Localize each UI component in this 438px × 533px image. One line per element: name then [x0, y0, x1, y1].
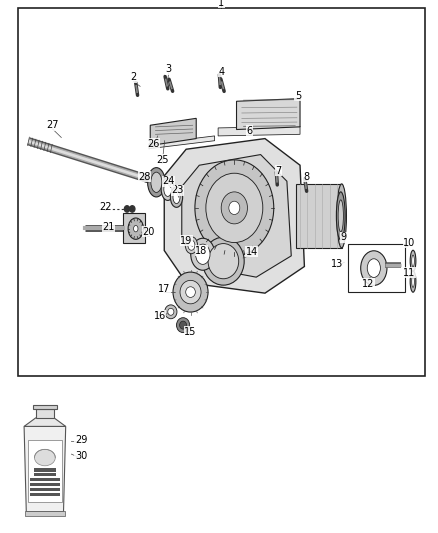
Text: 4: 4: [218, 67, 224, 77]
Bar: [30, 488, 60, 491]
Ellipse shape: [134, 225, 138, 232]
Ellipse shape: [170, 187, 183, 207]
Text: 11: 11: [403, 268, 416, 278]
Text: 1: 1: [218, 0, 224, 2]
Text: 18: 18: [195, 246, 208, 255]
Bar: [296, 184, 342, 248]
Text: 13: 13: [331, 259, 343, 269]
Ellipse shape: [35, 449, 55, 466]
Bar: [348, 244, 405, 292]
Text: 17: 17: [158, 284, 170, 294]
Text: 1: 1: [218, 0, 224, 7]
Text: 9: 9: [341, 232, 347, 242]
Ellipse shape: [337, 184, 346, 248]
Ellipse shape: [191, 238, 215, 270]
Text: 14: 14: [246, 247, 258, 256]
Ellipse shape: [180, 280, 201, 304]
Polygon shape: [237, 99, 300, 130]
Polygon shape: [182, 155, 291, 277]
Text: 29: 29: [75, 435, 87, 445]
Ellipse shape: [151, 172, 162, 192]
Ellipse shape: [221, 192, 247, 224]
Bar: [30, 492, 60, 496]
Text: 30: 30: [75, 451, 87, 461]
Text: 23: 23: [171, 185, 184, 195]
Polygon shape: [33, 405, 57, 409]
Text: 28: 28: [138, 172, 151, 182]
Ellipse shape: [168, 308, 174, 315]
Text: 21: 21: [102, 222, 115, 231]
Polygon shape: [218, 126, 300, 136]
Text: 3: 3: [166, 64, 172, 74]
Text: 5: 5: [295, 91, 301, 101]
Ellipse shape: [161, 178, 174, 200]
Ellipse shape: [338, 200, 343, 232]
Polygon shape: [149, 136, 215, 149]
Ellipse shape: [412, 276, 414, 287]
Text: 12: 12: [362, 279, 374, 288]
Circle shape: [124, 206, 130, 212]
Polygon shape: [36, 409, 54, 418]
Bar: [25, 511, 65, 516]
Bar: [34, 473, 56, 477]
Ellipse shape: [185, 237, 198, 254]
Text: 8: 8: [304, 172, 310, 182]
Bar: [18, 8, 425, 376]
Ellipse shape: [173, 272, 208, 312]
Bar: [34, 468, 56, 472]
Ellipse shape: [410, 271, 416, 292]
Bar: [30, 478, 60, 481]
Bar: [30, 483, 60, 487]
Text: 16: 16: [154, 311, 166, 320]
Ellipse shape: [229, 201, 240, 215]
Ellipse shape: [206, 173, 263, 243]
Text: 26: 26: [147, 139, 159, 149]
Ellipse shape: [360, 251, 387, 286]
Ellipse shape: [208, 244, 239, 279]
Ellipse shape: [165, 305, 177, 319]
Polygon shape: [164, 139, 304, 293]
Ellipse shape: [195, 160, 274, 256]
Ellipse shape: [195, 244, 210, 264]
Text: 27: 27: [46, 120, 59, 130]
Text: 7: 7: [275, 166, 281, 175]
Text: 22: 22: [99, 202, 111, 212]
Ellipse shape: [186, 287, 195, 297]
Ellipse shape: [180, 321, 187, 329]
Ellipse shape: [410, 250, 416, 272]
Ellipse shape: [188, 240, 195, 250]
Ellipse shape: [177, 318, 190, 333]
Text: 6: 6: [247, 126, 253, 135]
Ellipse shape: [367, 259, 380, 277]
Text: 2: 2: [131, 72, 137, 82]
Ellipse shape: [336, 192, 345, 240]
Ellipse shape: [202, 237, 244, 285]
Bar: [28, 440, 62, 502]
Text: 20: 20: [143, 227, 155, 237]
Text: 10: 10: [403, 238, 416, 247]
Ellipse shape: [173, 191, 180, 204]
Text: 24: 24: [162, 176, 175, 186]
Ellipse shape: [128, 218, 143, 239]
Ellipse shape: [148, 167, 165, 197]
Ellipse shape: [164, 182, 172, 196]
Polygon shape: [24, 418, 66, 426]
Bar: [123, 213, 145, 243]
Text: 25: 25: [156, 155, 168, 165]
Circle shape: [130, 206, 135, 212]
Text: 15: 15: [184, 327, 197, 336]
Ellipse shape: [412, 255, 414, 266]
Polygon shape: [150, 118, 196, 146]
Polygon shape: [24, 426, 66, 512]
Text: 19: 19: [180, 236, 192, 246]
